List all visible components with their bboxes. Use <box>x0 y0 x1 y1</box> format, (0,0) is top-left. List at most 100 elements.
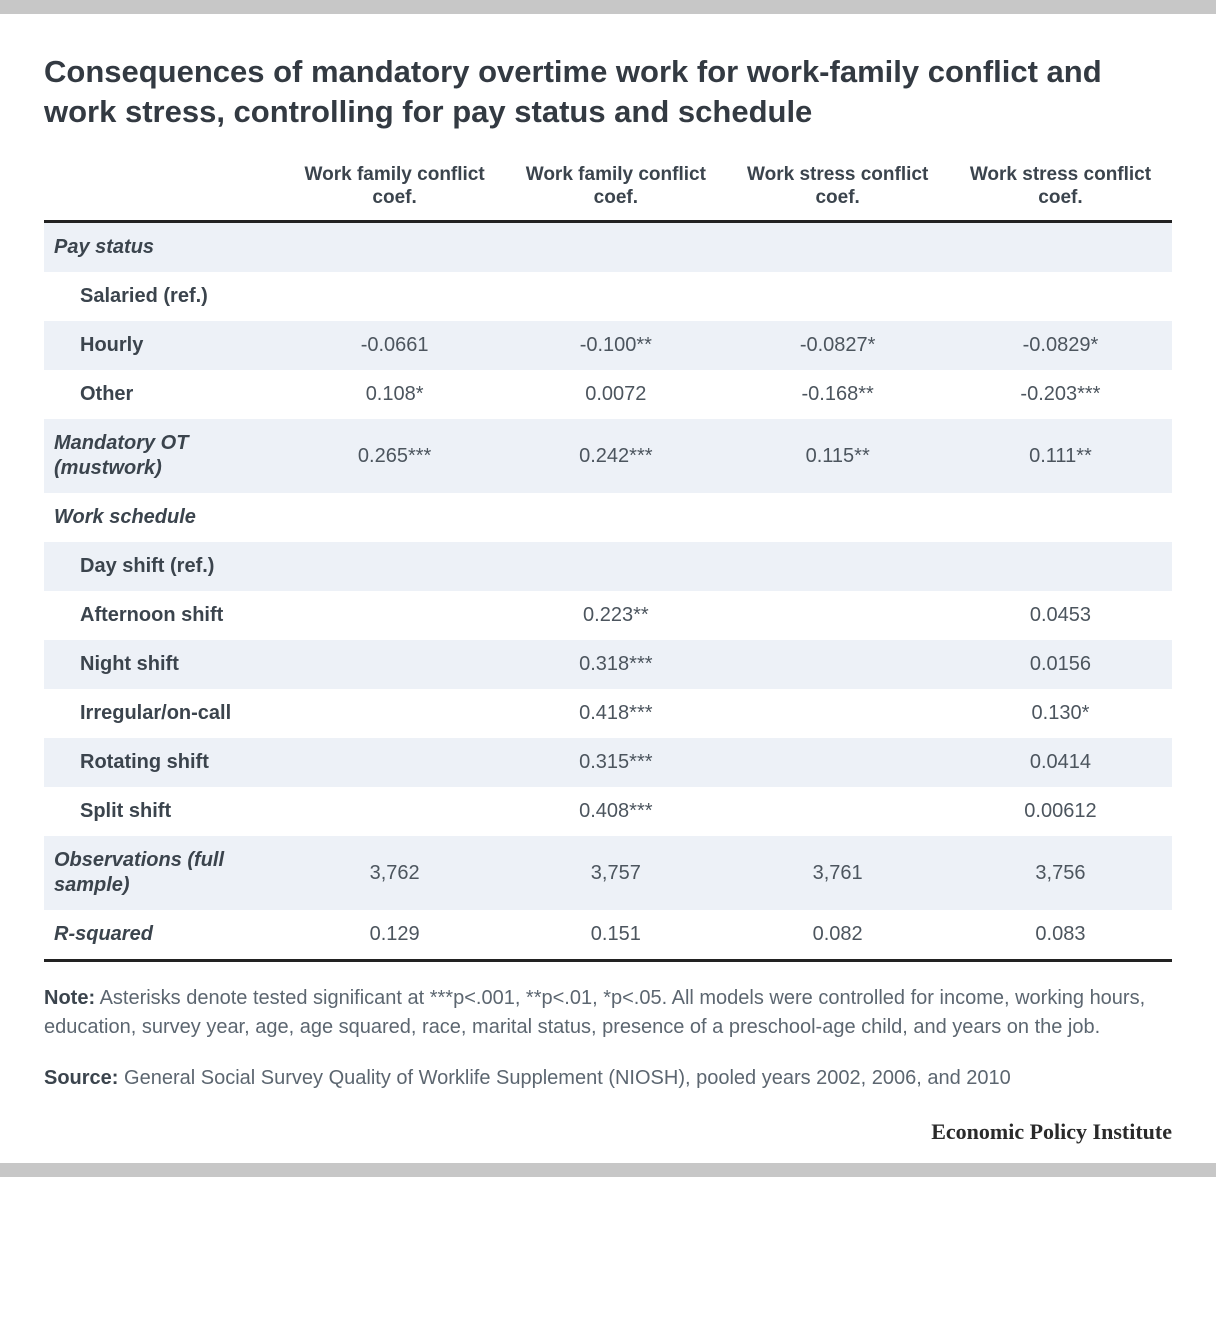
table-row: Work schedule <box>44 493 1172 542</box>
table-row: Day shift (ref.) <box>44 542 1172 591</box>
table-row: Other0.108*0.0072-0.168**-0.203*** <box>44 370 1172 419</box>
row-label: Mandatory OT (mustwork) <box>44 419 284 493</box>
cell-value <box>949 222 1172 273</box>
note-label: Note: <box>44 987 95 1009</box>
cell-value <box>284 787 505 836</box>
cell-value <box>505 542 726 591</box>
cell-value: 0.129 <box>284 910 505 961</box>
cell-value: 0.0414 <box>949 738 1172 787</box>
table-row: Pay status <box>44 222 1172 273</box>
cell-value: 0.115** <box>726 419 948 493</box>
cell-value <box>726 591 948 640</box>
cell-value <box>284 689 505 738</box>
cell-value: 0.418*** <box>505 689 726 738</box>
row-label: Night shift <box>44 640 284 689</box>
cell-value <box>284 738 505 787</box>
cell-value: 0.242*** <box>505 419 726 493</box>
table-row: Afternoon shift 0.223** 0.0453 <box>44 591 1172 640</box>
row-label: R-squared <box>44 910 284 961</box>
row-label: Rotating shift <box>44 738 284 787</box>
cell-value <box>284 542 505 591</box>
table-row: Mandatory OT (mustwork)0.265***0.242***0… <box>44 419 1172 493</box>
note-body: Asterisks denote tested significant at *… <box>44 987 1145 1038</box>
credit-line: Economic Policy Institute <box>44 1119 1172 1145</box>
figure-title: Consequences of mandatory overtime work … <box>44 52 1172 133</box>
cell-value: 0.0156 <box>949 640 1172 689</box>
row-label: Observations (full sample) <box>44 836 284 910</box>
cell-value: 0.082 <box>726 910 948 961</box>
table-row: Hourly-0.0661-0.100**-0.0827*-0.0829* <box>44 321 1172 370</box>
cell-value: 0.108* <box>284 370 505 419</box>
cell-value <box>726 493 948 542</box>
cell-value: 0.315*** <box>505 738 726 787</box>
table-body: Pay statusSalaried (ref.)Hourly-0.0661-0… <box>44 222 1172 961</box>
bottom-bar <box>0 1163 1216 1177</box>
cell-value: -0.0829* <box>949 321 1172 370</box>
cell-value: 0.0453 <box>949 591 1172 640</box>
header-blank <box>44 155 284 222</box>
cell-value <box>949 493 1172 542</box>
table-row: Split shift 0.408*** 0.00612 <box>44 787 1172 836</box>
column-header: Work stress conflict coef. <box>726 155 948 222</box>
cell-value: 3,762 <box>284 836 505 910</box>
cell-value: 3,756 <box>949 836 1172 910</box>
cell-value <box>726 689 948 738</box>
table-row: Observations (full sample)3,7623,7573,76… <box>44 836 1172 910</box>
cell-value: -0.0661 <box>284 321 505 370</box>
cell-value: 0.151 <box>505 910 726 961</box>
row-label: Work schedule <box>44 493 284 542</box>
table-row: Rotating shift 0.315*** 0.0414 <box>44 738 1172 787</box>
cell-value <box>284 591 505 640</box>
cell-value <box>949 272 1172 321</box>
row-label: Other <box>44 370 284 419</box>
top-bar <box>0 0 1216 14</box>
cell-value: 0.0072 <box>505 370 726 419</box>
cell-value: 0.408*** <box>505 787 726 836</box>
row-label: Salaried (ref.) <box>44 272 284 321</box>
cell-value: 0.223** <box>505 591 726 640</box>
cell-value: 3,757 <box>505 836 726 910</box>
table-header-row: Work family conflict coef. Work family c… <box>44 155 1172 222</box>
cell-value: -0.168** <box>726 370 948 419</box>
cell-value: 3,761 <box>726 836 948 910</box>
cell-value: 0.083 <box>949 910 1172 961</box>
cell-value <box>505 222 726 273</box>
cell-value <box>505 272 726 321</box>
table-row: R-squared0.1290.1510.0820.083 <box>44 910 1172 961</box>
cell-value: 0.265*** <box>284 419 505 493</box>
cell-value <box>505 493 726 542</box>
cell-value <box>284 272 505 321</box>
data-table: Work family conflict coef. Work family c… <box>44 155 1172 963</box>
cell-value: 0.318*** <box>505 640 726 689</box>
cell-value <box>949 542 1172 591</box>
cell-value: 0.00612 <box>949 787 1172 836</box>
column-header: Work family conflict coef. <box>284 155 505 222</box>
cell-value: -0.0827* <box>726 321 948 370</box>
source-text: Source: General Social Survey Quality of… <box>44 1064 1172 1093</box>
column-header: Work stress conflict coef. <box>949 155 1172 222</box>
cell-value: -0.203*** <box>949 370 1172 419</box>
cell-value: 0.111** <box>949 419 1172 493</box>
cell-value <box>726 542 948 591</box>
table-row: Night shift 0.318*** 0.0156 <box>44 640 1172 689</box>
figure-container: Consequences of mandatory overtime work … <box>0 14 1216 1163</box>
cell-value <box>726 640 948 689</box>
source-label: Source: <box>44 1067 118 1089</box>
row-label: Pay status <box>44 222 284 273</box>
cell-value <box>726 272 948 321</box>
cell-value: 0.130* <box>949 689 1172 738</box>
cell-value <box>284 493 505 542</box>
row-label: Afternoon shift <box>44 591 284 640</box>
source-body: General Social Survey Quality of Worklif… <box>118 1067 1010 1089</box>
row-label: Split shift <box>44 787 284 836</box>
row-label: Irregular/on-call <box>44 689 284 738</box>
note-text: Note: Asterisks denote tested significan… <box>44 984 1172 1042</box>
row-label: Day shift (ref.) <box>44 542 284 591</box>
cell-value: -0.100** <box>505 321 726 370</box>
cell-value <box>726 787 948 836</box>
cell-value <box>284 640 505 689</box>
table-row: Irregular/on-call 0.418*** 0.130* <box>44 689 1172 738</box>
table-row: Salaried (ref.) <box>44 272 1172 321</box>
cell-value <box>726 222 948 273</box>
cell-value <box>284 222 505 273</box>
